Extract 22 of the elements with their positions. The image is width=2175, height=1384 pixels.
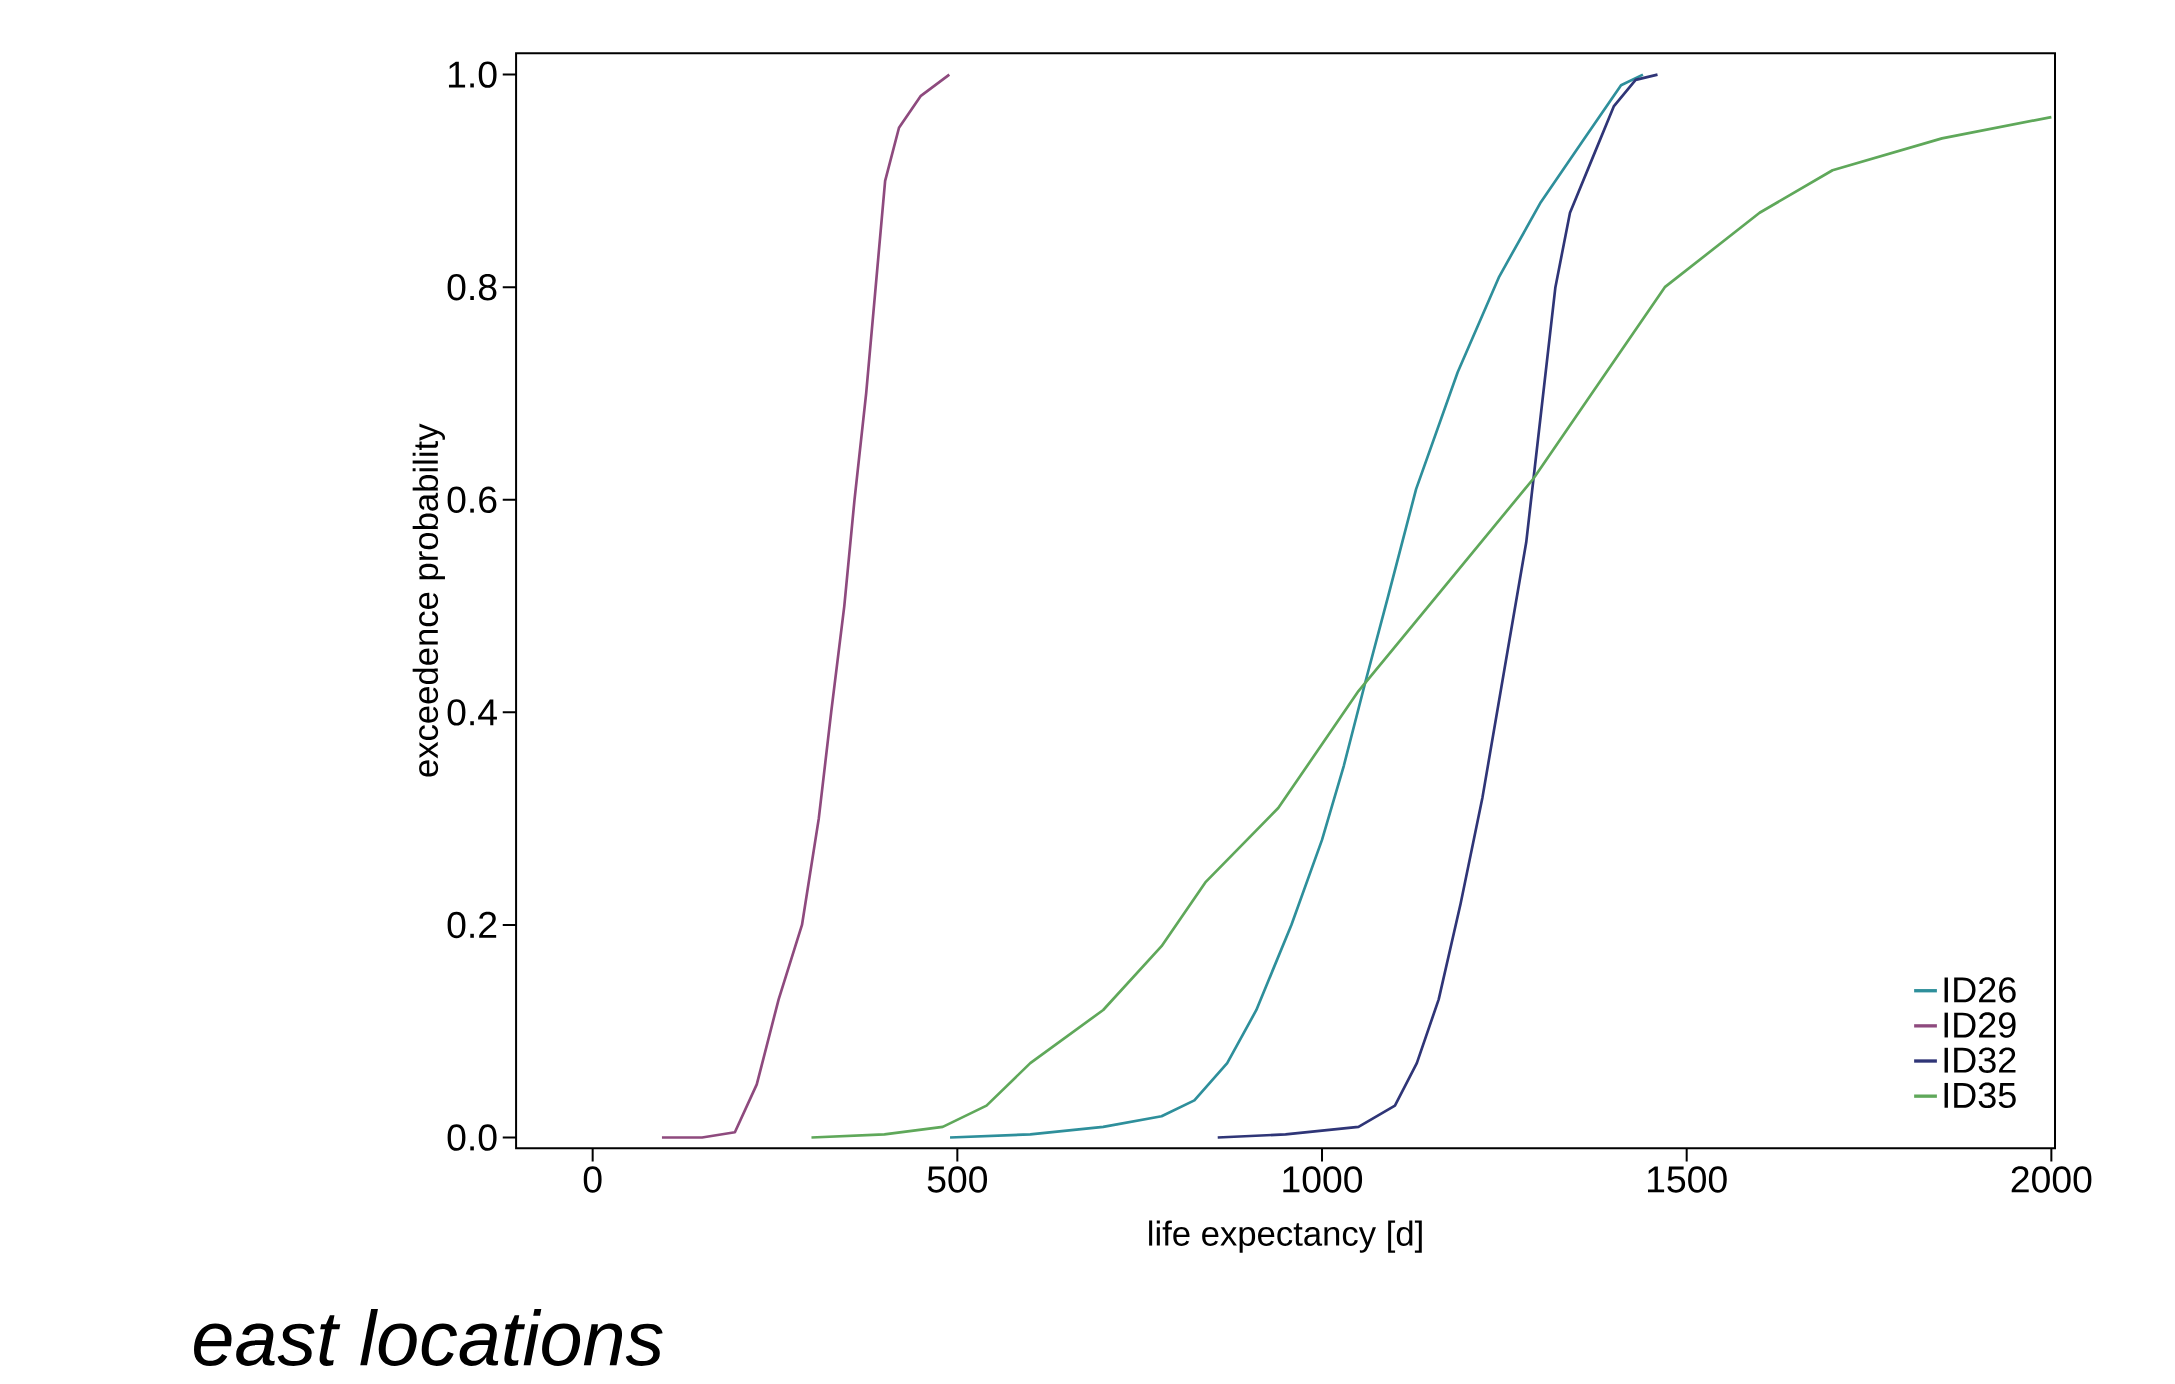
y-tick-label: 0.6 [447,486,497,513]
x-tick-label: 1500 [1648,1166,1727,1193]
line-series [660,73,951,1139]
x-tick-label: 2000 [2011,1166,2092,1193]
y-tick-label: 0.4 [447,699,497,726]
x-tick-label: 1000 [1283,1166,1363,1193]
y-tick-label: 0.2 [447,911,497,939]
legend-label: ID26 [1944,977,2016,1003]
line-series [1216,73,1659,1139]
legend-label: ID32 [1944,1047,2016,1073]
x-tick-label: 500 [927,1166,988,1193]
legend-label: ID29 [1944,1012,2016,1038]
line-series [810,115,2053,1139]
y-tick-label: 0.0 [447,1124,497,1151]
legend-label: ID35 [1944,1082,2016,1108]
y-tick-label: 1.0 [448,61,497,88]
x-axis-title: life expectancy [d] [1149,1220,1422,1253]
y-tick-label: 0.8 [447,273,497,301]
y-axis-title: exceedence probability [412,423,445,777]
text: east locations [194,1309,663,1366]
line-series [948,73,1645,1139]
x-tick-label: 0 [583,1166,602,1193]
